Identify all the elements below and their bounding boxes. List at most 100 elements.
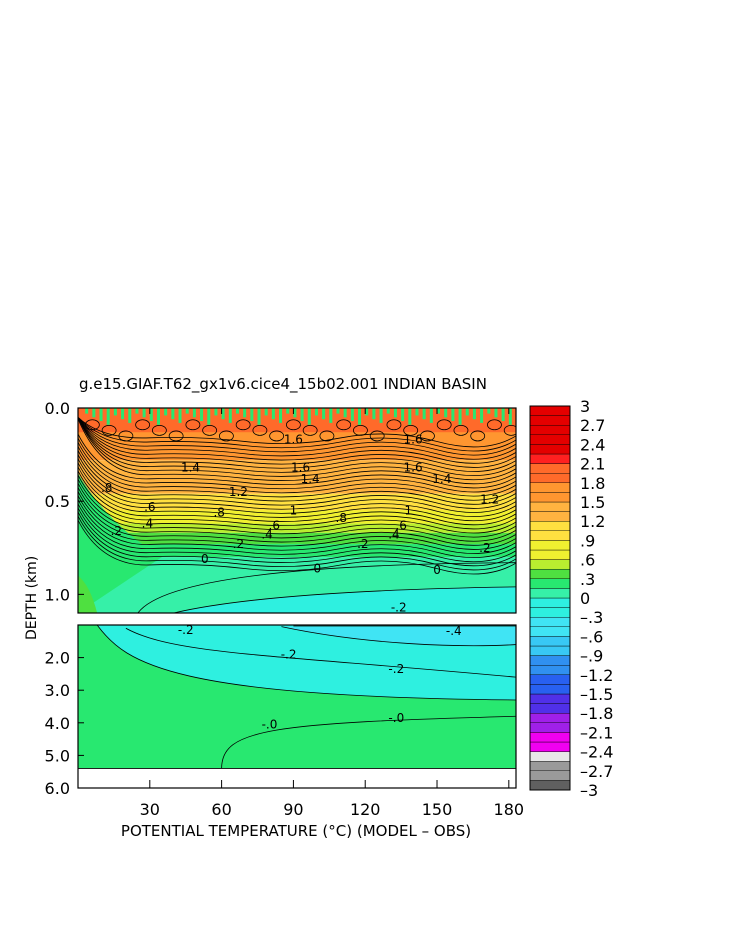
surface-streak [92,408,96,418]
surface-streak [214,408,218,416]
contour-ring [151,424,167,436]
lower-fill-missing [78,768,516,788]
colorbar-label: 3 [580,397,590,416]
contour-label: .2 [111,524,122,538]
surface-streak [322,408,326,420]
surface-streak [408,408,412,425]
contour-label: .6 [395,518,406,532]
colorbar-swatch [529,453,571,464]
contour-ring [436,419,452,431]
surface-streak [99,408,103,422]
contour-ring [503,424,516,436]
surface-streak [501,408,505,422]
colorbar-label: –.3 [580,608,603,627]
colorbar: 32.72.42.11.81.51.2.9.6.30–.3–.6–.9–1.2–… [529,397,613,800]
contour-line [173,586,516,613]
x-tick-label: 90 [283,800,303,819]
surface-streak [307,408,311,425]
contour-label: .4 [142,517,153,531]
contour-label: .8 [101,481,112,495]
contour-label: 1.4 [301,472,320,486]
surface-streak [171,408,175,420]
colorbar-swatch [529,674,571,685]
contour-line [78,417,516,468]
colorbar-frame [529,405,571,791]
contour-label: 1.2 [229,485,248,499]
y-tick-label: 5.0 [45,746,70,765]
colorbar-swatch [529,722,571,733]
contour-label: 1.6 [404,433,423,447]
contour-label: 1 [404,504,412,518]
contour-line [78,417,516,472]
contour-line [78,458,516,513]
contour-label: -.0 [262,717,278,731]
upper-fill-band [78,544,516,558]
surface-streak [343,408,347,418]
colorbar-swatch [529,607,571,618]
surface-streak [200,408,204,422]
contour-line [78,418,516,485]
contour-label: .4 [261,528,272,542]
colorbar-swatch [529,501,571,512]
colorbar-swatch [529,549,571,560]
surface-streak [106,408,110,425]
contour-line [221,715,516,769]
surface-streak [243,408,247,418]
contour-line [78,487,516,542]
surface-streak [257,408,261,425]
contour-line [78,450,516,505]
contour-line [78,483,516,538]
contour-ring [403,424,419,436]
colorbar-label: 2.4 [580,435,605,454]
contour-ring [487,419,502,431]
surface-streak [178,408,182,423]
colorbar-swatch [529,521,571,532]
colorbar-swatch [529,684,571,695]
surface-streak [142,408,146,418]
y-tick-label: 6.0 [45,779,70,798]
contour-ring [369,430,385,442]
surface-streak [372,408,376,420]
contour-line [78,417,516,460]
colorbar-swatch [529,780,571,791]
y-tick-label: 2.0 [45,649,70,668]
lower-fill-colder [281,626,516,646]
chart-title: g.e15.GIAF.T62_gx1v6.cice4_15b02.001 IND… [79,375,487,394]
contour-ring [386,419,402,431]
colorbar-swatch [529,703,571,714]
contour-line [78,474,516,530]
x-tick-label: 180 [494,800,525,819]
colorbar-label: 1.8 [580,474,605,493]
contour-ring [168,430,184,442]
contour-line [78,417,516,477]
colorbar-swatch [529,569,571,580]
surface-streak [113,408,117,416]
x-tick-label: 30 [140,800,160,819]
contour-ring [302,424,318,436]
colorbar-label: 0 [580,589,590,608]
lower-contour-labels: -.2 -.4 -.2 -.2 -.0 -.0 [178,623,462,732]
contour-label: .8 [336,511,347,525]
colorbar-swatch [529,482,571,493]
surface-streak [444,408,448,418]
surface-streak [386,408,390,414]
colorbar-swatch [529,588,571,599]
y-axis-label: DEPTH (km) [24,556,40,640]
contour-line [96,625,516,701]
surface-streak [235,408,239,414]
upper-fill-band [78,532,516,545]
contour-line [78,499,516,554]
colorbar-swatch [529,761,571,772]
surface-streak [336,408,340,414]
contour-ring [286,419,301,431]
contour-line [78,438,516,493]
contour-label: 1 [290,504,298,518]
colorbar-swatch [529,444,571,455]
colorbar-label: –2.4 [580,743,613,762]
x-tick-label: 120 [350,800,381,819]
contour-label: 0 [314,561,322,575]
contour-label: .2 [233,537,244,551]
surface-streak [480,408,484,423]
lower-panel-contours [78,625,516,769]
y-tick-label: 1.0 [45,585,70,604]
